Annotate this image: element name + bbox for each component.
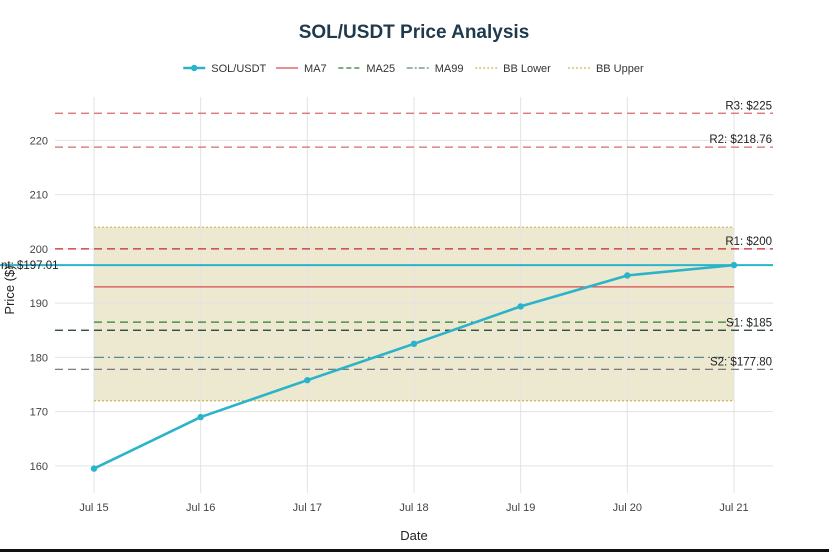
legend-item-ma7[interactable]: MA7 [276,63,327,75]
y-axis: 160 170 180 190 200 210 220 [30,135,48,472]
data-point-4 [517,303,524,310]
legend: SOL/USDT MA7 MA25 MA99 BB Lower BB Upper [183,63,644,75]
chart-title: SOL/USDT Price Analysis [299,22,530,43]
y-axis-title: Price ($) [2,265,17,314]
data-point-2 [304,376,311,384]
legend-item-ma25[interactable]: MA25 [338,63,395,75]
y-tick-label-0: 160 [30,461,48,473]
x-tick-label-3: Jul 18 [399,502,428,514]
legend-item-bb-upper[interactable]: BB Upper [567,63,644,75]
bottom-border [0,549,829,552]
x-tick-label-0: Jul 15 [79,502,108,514]
y-tick-label-6: 220 [30,135,48,147]
x-tick-label-2: Jul 17 [293,502,322,514]
data-point-3 [410,340,418,348]
data-point-1 [197,413,204,421]
legend-item-sol-usdt[interactable]: SOL/USDT [183,63,267,75]
y-tick-label-2: 180 [30,352,48,364]
level-label-4: S2: $177.80 [710,356,772,368]
x-tick-label-6: Jul 21 [719,502,748,514]
y-tick-label-5: 210 [30,190,48,202]
support-resistance-levels: R3: $225 R2: $218.76 R1: $200 S1: $185 S2: $… [0,100,773,370]
data-point-0 [90,465,98,472]
indicator-lines [94,226,734,402]
x-tick-label-4: Jul 19 [506,502,535,514]
diamond-logo-icon [686,512,708,534]
x-tick-label-1: Jul 16 [186,502,215,514]
level-label-1: R2: $218.76 [709,134,772,146]
data-point-5 [624,272,631,279]
price-series [90,261,738,472]
svg-text:MA99: MA99 [435,63,464,75]
x-axis-title: Date [400,528,427,543]
svg-text:MA7: MA7 [304,63,327,75]
svg-text:BB Upper: BB Upper [596,63,644,75]
legend-item-ma99[interactable]: MA99 [406,63,464,75]
svg-text:MA25: MA25 [366,63,395,75]
level-label-3: S1: $185 [726,317,772,329]
data-point-6 [730,261,738,269]
x-tick-label-5: Jul 20 [613,502,642,514]
y-tick-label-4: 200 [30,244,48,256]
y-tick-label-1: 170 [30,407,48,419]
svg-text:SOL/USDT: SOL/USDT [211,63,266,75]
watermark: @IgniteX [686,512,792,534]
x-axis: Jul 15 Jul 16 Jul 17 Jul 18 Jul 19 Jul 20 Jul … [79,502,748,514]
watermark-text: @IgniteX [714,514,792,534]
legend-item-bb-lower[interactable]: BB Lower [475,63,551,75]
current-price-label: nt: $197.01 [1,260,59,272]
svg-text:BB Lower: BB Lower [503,63,551,75]
level-label-2: R1: $200 [725,236,772,248]
level-label-0: R3: $225 [725,100,772,112]
y-tick-label-3: 190 [30,298,48,310]
